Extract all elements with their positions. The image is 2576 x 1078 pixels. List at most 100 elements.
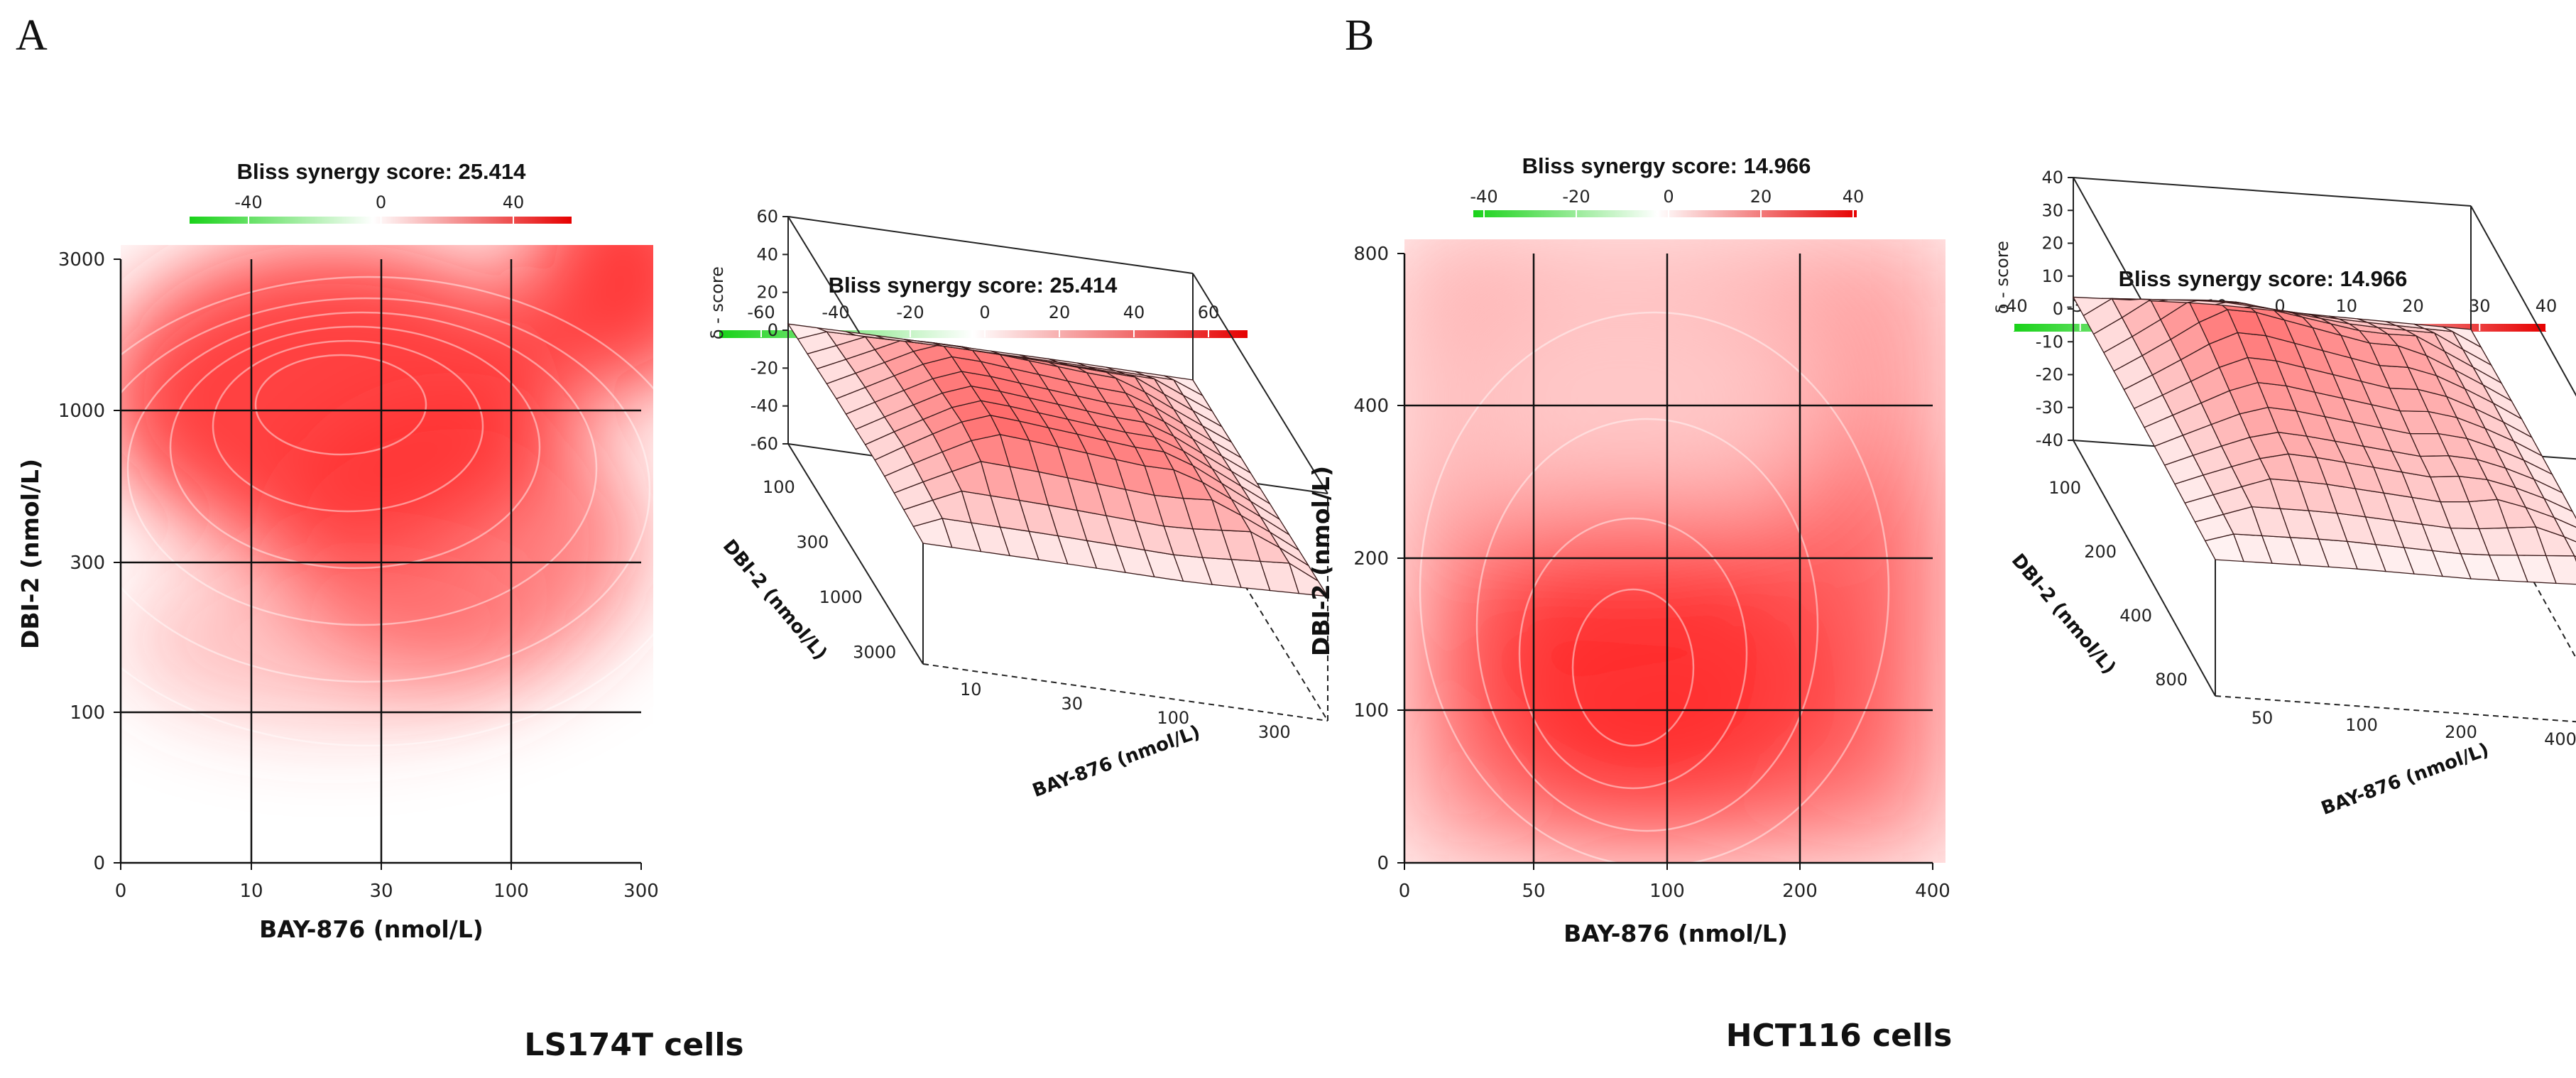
x-axis-label: BAY-876 (nmol/L) bbox=[259, 915, 484, 943]
y-tick-label: 1000 bbox=[58, 401, 105, 422]
x-tick-label: 100 bbox=[1649, 881, 1685, 902]
y-axis-label: DBI-2 (nmol/L) bbox=[1307, 466, 1335, 656]
heat-field bbox=[1404, 239, 1945, 863]
x-tick-label: 400 bbox=[2544, 729, 2576, 749]
z-axis-label: δ - score bbox=[707, 266, 727, 339]
box-edge bbox=[787, 216, 1194, 274]
x-tick-label: 100 bbox=[2345, 715, 2378, 735]
z-tick-label: 10 bbox=[2041, 266, 2063, 286]
x-tick-label: 10 bbox=[239, 881, 263, 902]
colorbar-tick-label: 0 bbox=[979, 303, 990, 322]
y-tick-label: 100 bbox=[70, 702, 105, 724]
z-tick-label: -40 bbox=[751, 396, 778, 416]
colorbar-tick-label: 20 bbox=[1049, 303, 1071, 322]
y-tick-label: 0 bbox=[1377, 853, 1389, 874]
colorbar-tick-label: 40 bbox=[1843, 187, 1865, 207]
colorbar-tick-label: -40 bbox=[1999, 296, 2027, 316]
z-tick-label: -30 bbox=[2036, 398, 2063, 418]
z-tick-label: -20 bbox=[751, 358, 778, 378]
colorbar-gradient bbox=[1473, 210, 1857, 217]
z-tick-label: -10 bbox=[2036, 332, 2063, 352]
score-title: Bliss synergy score: 25.414 bbox=[237, 159, 526, 184]
colorbar-gradient bbox=[719, 330, 1248, 338]
colorbar-tick-label: -20 bbox=[1562, 187, 1590, 207]
panel-b-surface: Bliss synergy score: 14.966 -40 -30 -20 -10… bbox=[1992, 168, 2576, 820]
y-tick-label: 800 bbox=[1353, 244, 1389, 265]
z-axis-label: δ - score bbox=[1992, 241, 2012, 314]
score-title: Bliss synergy score: 14.966 bbox=[1522, 153, 1811, 178]
y-tick-label: 300 bbox=[70, 552, 105, 574]
y-tick-label: 0 bbox=[93, 853, 105, 874]
y-tick-label: 400 bbox=[1353, 396, 1389, 417]
y-tick-label: 200 bbox=[2084, 542, 2117, 562]
colorbar-tick-label: 20 bbox=[1750, 187, 1772, 207]
heat-field bbox=[121, 245, 653, 863]
x-tick-label: 10 bbox=[960, 680, 982, 699]
box-edge bbox=[2073, 440, 2216, 697]
y-tick-label: 100 bbox=[1353, 700, 1389, 722]
panel-b-heatmap: Bliss synergy score: 14.966 -40 -20 0 20 40 … bbox=[1307, 153, 1950, 947]
y-tick-label: 1000 bbox=[819, 587, 863, 607]
x-axis-label: BAY-876 (nmol/L) bbox=[1030, 722, 1203, 802]
x-tick-label: 200 bbox=[2445, 722, 2477, 742]
x-tick-label: 300 bbox=[623, 881, 659, 902]
colorbar-tick-label: 40 bbox=[503, 192, 525, 212]
y-tick-label: 3000 bbox=[58, 249, 105, 271]
y-axis-label: DBI-2 (nmol/L) bbox=[16, 459, 44, 649]
colorbar: -60 -40 -20 0 20 40 60 bbox=[719, 303, 1248, 338]
x-tick-label: 50 bbox=[1522, 881, 1545, 902]
box-edge bbox=[2073, 177, 2472, 207]
z-tick-label: -60 bbox=[751, 434, 778, 454]
z-tick-label: 0 bbox=[768, 320, 778, 340]
colorbar-tick-label: 20 bbox=[2402, 296, 2424, 316]
x-tick-label: 0 bbox=[115, 881, 127, 902]
panel-letter-a: A bbox=[16, 11, 48, 60]
x-tick-label: 100 bbox=[493, 881, 529, 902]
panel-a-surface: Bliss synergy score: 25.414 -60 -40 -20 0 20… bbox=[707, 207, 1329, 802]
z-tick-label: 0 bbox=[2053, 299, 2063, 319]
x-tick-label: 100 bbox=[1157, 708, 1189, 728]
colorbar-tick-label: -20 bbox=[896, 303, 924, 322]
z-tick-label: 60 bbox=[756, 207, 778, 227]
x-axis-label: BAY-876 (nmol/L) bbox=[1563, 920, 1788, 947]
y-axis-label: DBI-2 (nmol/L) bbox=[719, 535, 831, 664]
y-tick-label: 200 bbox=[1353, 548, 1389, 570]
colorbar-tick-label: 0 bbox=[376, 192, 386, 212]
y-tick-label: 300 bbox=[796, 532, 829, 552]
z-tick-label: -40 bbox=[2036, 430, 2063, 450]
z-tick-label: 20 bbox=[2041, 234, 2063, 254]
box-edge bbox=[922, 663, 1328, 722]
colorbar: -40 -20 0 20 40 bbox=[1470, 187, 1864, 217]
y-tick-label: 400 bbox=[2119, 606, 2152, 626]
box-edge bbox=[2215, 695, 2576, 723]
x-tick-label: 200 bbox=[1782, 881, 1818, 902]
colorbar-tick-label: 30 bbox=[2469, 296, 2491, 316]
x-tick-label: 300 bbox=[1258, 722, 1291, 742]
x-tick-label: 30 bbox=[369, 881, 393, 902]
y-tick-label: 800 bbox=[2155, 670, 2188, 690]
y-axis-label: DBI-2 (nmol/L) bbox=[2007, 550, 2120, 678]
surface-cell bbox=[787, 323, 829, 339]
colorbar-tick-label: -60 bbox=[747, 303, 775, 322]
score-title: Bliss synergy score: 14.966 bbox=[2119, 266, 2408, 291]
colorbar-tick-label: -40 bbox=[1470, 187, 1497, 207]
box-edge bbox=[1192, 273, 1328, 494]
panel-letter-b: B bbox=[1345, 11, 1374, 60]
z-tick-label: 40 bbox=[756, 244, 778, 264]
box-edge bbox=[2470, 205, 2576, 397]
colorbar-tick-label: 40 bbox=[1123, 303, 1145, 322]
x-tick-label: 400 bbox=[1915, 881, 1950, 902]
colorbar-tick-label: 0 bbox=[1663, 187, 1674, 207]
x-tick-label: 30 bbox=[1061, 694, 1083, 714]
x-tick-label: 0 bbox=[1399, 881, 1411, 902]
x-axis-label: BAY-876 (nmol/L) bbox=[2318, 739, 2492, 820]
colorbar-tick-label: 60 bbox=[1198, 303, 1220, 322]
y-tick-label: 100 bbox=[2048, 478, 2081, 498]
colorbar: -40 0 40 bbox=[190, 192, 572, 224]
z-tick-label: 40 bbox=[2041, 168, 2063, 187]
z-tick-label: -20 bbox=[2036, 365, 2063, 385]
colorbar-tick-label: -40 bbox=[234, 192, 262, 212]
score-title: Bliss synergy score: 25.414 bbox=[829, 273, 1118, 298]
box-edge bbox=[787, 443, 924, 665]
